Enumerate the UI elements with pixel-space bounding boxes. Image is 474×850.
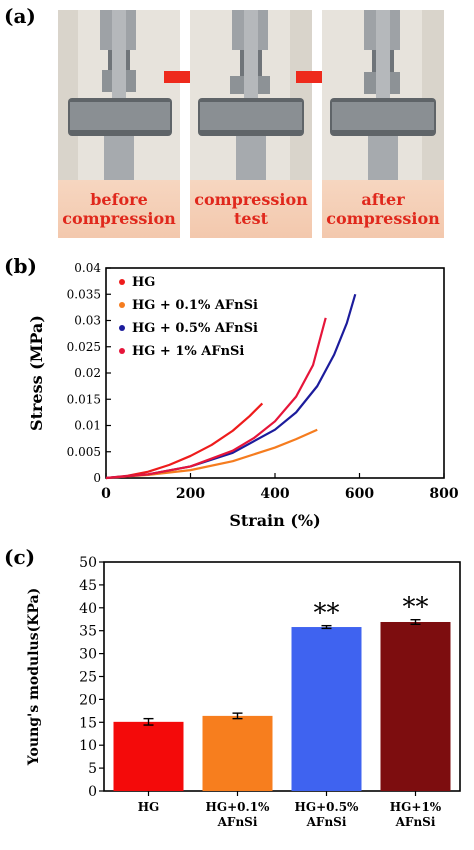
significance-annotation: ** [403,593,429,623]
y-tick-label: 35 [79,624,97,640]
x-tick-label: 200 [176,486,205,502]
photo-caption: compression test [190,180,312,238]
y-tick-label: 30 [79,647,97,663]
y-tick-label: 45 [79,578,97,594]
y-tick-label: 0.015 [67,392,101,406]
series-line [105,428,318,480]
y-tick-label: 20 [79,692,97,708]
y-tick-label: 0 [93,471,101,485]
series-line [105,317,327,480]
photo-after-compression: after compression [322,10,444,238]
bar [291,627,362,791]
legend-label: HG [132,275,155,290]
caption-line1: compression [194,190,308,209]
caption-line1: before [90,190,148,209]
legend-label: HG + 1% AFnSi [132,344,244,359]
panel-label-c: (c) [4,545,36,569]
caption-line2: compression [62,209,176,228]
y-tick-label: 0.01 [74,419,101,433]
y-tick-label: 10 [79,738,97,754]
x-category-label: AFnSi [217,815,258,829]
bar [202,715,273,791]
y-tick-label: 0 [88,784,97,800]
x-tick-label: 600 [345,486,374,502]
y-tick-label: 0.005 [67,445,101,459]
y-tick-label: 15 [79,715,97,731]
legend-label: HG + 0.1% AFnSi [132,298,258,313]
x-category-label: HG+0.5% [295,800,360,814]
photo-compression-test: compression test [190,10,312,238]
legend-marker [119,302,125,308]
youngs-modulus-chart: 0 5 10 15 20 25 30 35 40 45 50 Young's modulus(KPa)… [26,555,461,829]
bar [380,621,451,791]
y-tick-label: 0.04 [74,261,101,275]
legend-marker [119,279,125,285]
y-tick-label: 0.035 [67,287,101,301]
x-category-label: HG+1% [390,800,442,814]
y-tick-label: 0.02 [74,366,101,380]
legend-marker [119,348,125,354]
legend-label: HG + 0.5% AFnSi [132,321,258,336]
x-axis-label: Strain (%) [229,511,320,530]
y-tick-label: 25 [79,670,97,686]
photo-caption: before compression [58,180,180,238]
legend-marker [119,325,125,331]
significance-annotation: ** [314,599,340,629]
panel-label-b: (b) [4,254,37,278]
y-tick-label: 0.025 [67,340,101,354]
caption-line2: compression [326,209,440,228]
y-tick-label: 40 [79,601,97,617]
x-tick-label: 400 [260,486,289,502]
x-category-label: AFnSi [395,815,436,829]
x-category-label: HG [138,800,160,814]
x-tick-label: 0 [101,486,111,502]
y-axis-label: Stress (MPa) [27,315,46,431]
caption-line1: after [361,190,405,209]
x-category-label: HG+0.1% [206,800,271,814]
y-tick-label: 50 [79,555,97,571]
photo-caption: after compression [322,180,444,238]
bar [113,721,184,791]
y-tick-label: 5 [88,761,97,777]
photo-before-compression: before compression [58,10,180,238]
y-axis-label: Young's modulus(KPa) [26,588,42,766]
panel-label-a: (a) [4,4,36,28]
y-tick-label: 0.03 [74,314,101,328]
stress-strain-chart: 0 200 400 600 800 0 0.005 0.01 0.015 0.02 0.025 0.0… [27,261,459,530]
x-tick-label: 800 [429,486,458,502]
x-category-label: AFnSi [306,815,347,829]
caption-line2: test [234,209,268,228]
